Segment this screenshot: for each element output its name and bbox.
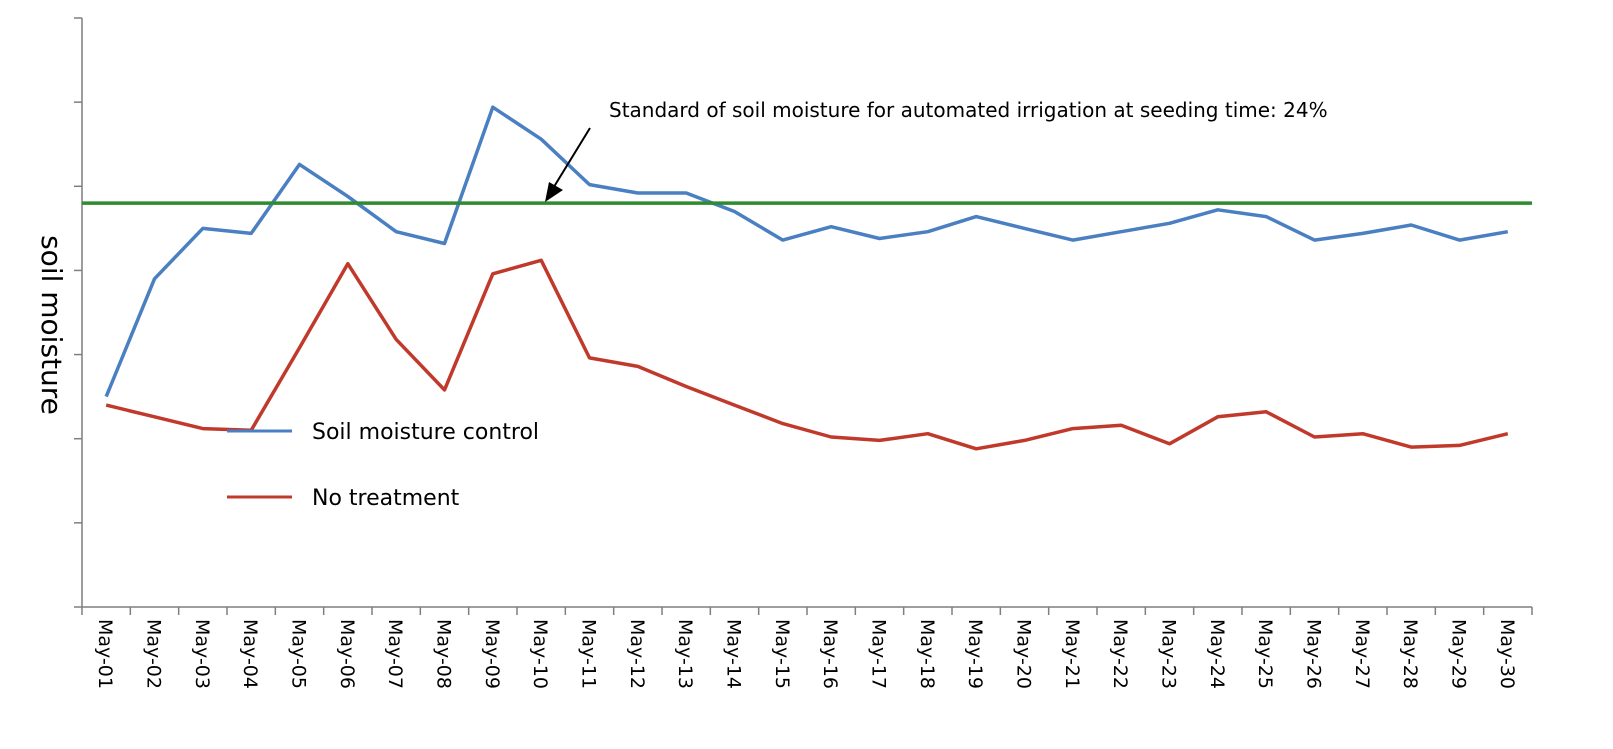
x-tick-label: May-27 (1351, 619, 1373, 689)
x-tick-label: May-03 (191, 619, 213, 689)
x-tick-label: May-29 (1448, 619, 1470, 689)
x-tick-label: May-04 (239, 619, 261, 689)
axes (74, 17, 1533, 615)
annotation-arrow-shaft (551, 127, 591, 191)
x-tick-label: May-23 (1158, 619, 1180, 689)
x-tick-label: May-05 (288, 619, 310, 689)
x-tick-label: May-28 (1399, 619, 1421, 689)
x-tick-label: May-07 (384, 619, 406, 689)
legend: Soil moisture control No treatment (227, 420, 539, 511)
x-tick-label: May-20 (1013, 619, 1035, 689)
x-tick-label: May-02 (143, 619, 165, 689)
x-tick-label: May-09 (481, 619, 503, 689)
x-tick-label: May-12 (626, 619, 648, 689)
reference-line-annotation: Standard of soil moisture for automated … (609, 98, 1328, 122)
x-tick-label: May-17 (868, 619, 890, 689)
x-tick-label: May-21 (1061, 619, 1083, 689)
x-tick-label: May-10 (529, 619, 551, 689)
legend-label-1: Soil moisture control (312, 420, 539, 445)
y-axis-label: soil moisture (35, 235, 68, 415)
x-tick-labels: May-01 May-02 May-03 May-04 May-05 May-06 May-… (94, 619, 1518, 689)
x-tick-label: May-25 (1254, 619, 1276, 689)
x-tick-label: May-14 (723, 619, 745, 689)
x-tick-label: May-26 (1303, 619, 1325, 689)
x-tick-label: May-16 (819, 619, 841, 689)
series-line-2 (105, 258, 1509, 451)
reference-line-group (82, 127, 1532, 205)
x-tick-label: May-11 (578, 619, 600, 689)
annotation-arrow-head (545, 182, 563, 202)
x-tick-label: May-06 (336, 619, 358, 689)
x-tick-label: May-08 (433, 619, 455, 689)
x-tick-label: May-01 (94, 619, 116, 689)
x-tick-label: May-24 (1206, 619, 1228, 689)
x-tick-label: May-13 (674, 619, 696, 689)
x-tick-label: May-19 (964, 619, 986, 689)
legend-label-2: No treatment (312, 486, 460, 511)
x-tick-label: May-18 (916, 619, 938, 689)
series-lines (104, 105, 1509, 451)
x-tick-label: May-22 (1109, 619, 1131, 689)
series-line-1 (104, 105, 1509, 398)
x-tick-label: May-30 (1496, 619, 1518, 689)
x-tick-label: May-15 (771, 619, 793, 689)
